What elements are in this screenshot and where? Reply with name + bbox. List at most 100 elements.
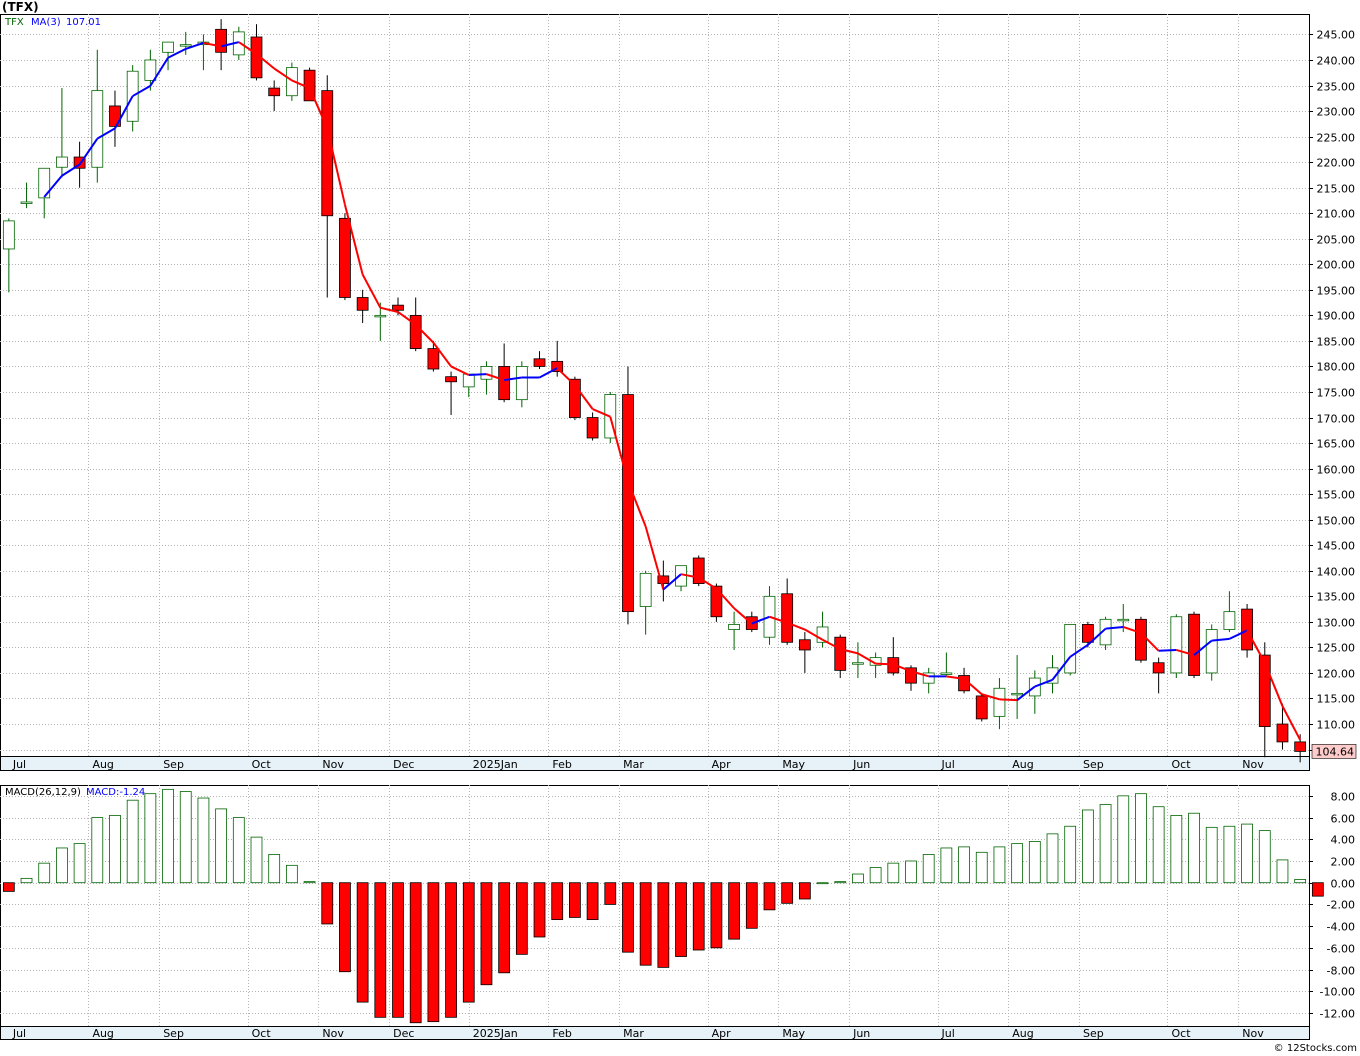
ma-line-segment bbox=[1246, 629, 1266, 664]
ma-line-segment bbox=[1211, 637, 1230, 642]
candle-body bbox=[1188, 613, 1200, 676]
price-x-tick-label: Dec bbox=[393, 758, 414, 771]
macd-bar bbox=[250, 836, 263, 884]
price-y-tick-label: 155.00 bbox=[1317, 489, 1356, 502]
macd-bar bbox=[551, 882, 564, 921]
macd-x-tick-label: Aug bbox=[92, 1027, 113, 1040]
ma-line-segment bbox=[132, 84, 151, 97]
ma-line-segment bbox=[680, 573, 699, 579]
candle-body bbox=[781, 593, 794, 643]
price-candle bbox=[1152, 657, 1165, 694]
macd-bar bbox=[38, 862, 51, 884]
candle-body bbox=[1170, 616, 1183, 674]
price-y-tick-label: 190.00 bbox=[1317, 310, 1356, 323]
chart-title: (TFX) bbox=[2, 0, 39, 14]
macd-bar bbox=[1188, 812, 1200, 884]
macd-bar bbox=[1223, 825, 1236, 884]
macd-bar bbox=[728, 882, 740, 940]
price-panel: 105.00110.00115.00120.00125.00130.00135.… bbox=[0, 14, 1357, 771]
candle-body bbox=[392, 304, 404, 311]
ma-line-segment bbox=[149, 57, 169, 87]
ma-line-segment bbox=[486, 373, 505, 382]
macd-bar bbox=[533, 882, 546, 938]
price-y-tick-label: 180.00 bbox=[1317, 361, 1356, 374]
candle-body bbox=[1135, 618, 1147, 661]
ma-line-segment bbox=[733, 607, 753, 625]
ma-line-segment bbox=[786, 621, 806, 631]
candle-body bbox=[515, 366, 528, 401]
ma-line-segment bbox=[308, 87, 329, 129]
candle-body bbox=[940, 672, 953, 675]
price-candle bbox=[586, 412, 599, 441]
macd-bar bbox=[1170, 814, 1183, 884]
price-y-tick-label: 160.00 bbox=[1317, 464, 1356, 477]
ma-line-segment bbox=[43, 175, 63, 198]
price-y-tick-label: 130.00 bbox=[1317, 617, 1356, 630]
candle-body bbox=[20, 201, 33, 204]
price-candle bbox=[798, 632, 811, 673]
price-candle bbox=[922, 667, 935, 694]
price-candle bbox=[834, 634, 847, 679]
ma-line-segment bbox=[78, 138, 99, 166]
macd-y-tick-label: 6.00 bbox=[1331, 813, 1356, 826]
last-price-box bbox=[1311, 744, 1357, 759]
candle-body bbox=[586, 417, 599, 439]
candle-body bbox=[1223, 611, 1236, 630]
price-candle bbox=[356, 289, 369, 324]
price-y-tick-label: 235.00 bbox=[1317, 81, 1356, 94]
candle-body bbox=[692, 557, 705, 584]
price-candle bbox=[692, 555, 705, 587]
price-candle bbox=[1099, 616, 1112, 650]
candle-body bbox=[1276, 723, 1289, 743]
price-candle bbox=[975, 693, 988, 722]
price-y-tick-label: 210.00 bbox=[1317, 208, 1356, 221]
macd-bar bbox=[1046, 833, 1059, 884]
macd-bar bbox=[1011, 843, 1024, 884]
macd-bar bbox=[639, 882, 652, 966]
macd-bar bbox=[356, 882, 369, 1003]
ma-line-segment bbox=[875, 662, 894, 666]
ma-line-segment bbox=[1158, 648, 1177, 652]
macd-y-tick-label: 8.00 bbox=[1331, 791, 1356, 804]
macd-bar bbox=[1099, 804, 1112, 884]
price-x-tick-label: Jul bbox=[941, 758, 955, 771]
candle-body bbox=[993, 687, 1006, 717]
candle-body bbox=[551, 360, 564, 372]
candle-body bbox=[480, 366, 493, 380]
price-candle bbox=[91, 49, 104, 183]
macd-bar bbox=[109, 814, 121, 884]
ma-line-segment bbox=[627, 481, 647, 527]
ma-line-segment bbox=[946, 675, 965, 680]
macd-bar bbox=[905, 860, 917, 884]
candle-body bbox=[356, 297, 369, 311]
price-y-tick-label: 120.00 bbox=[1317, 668, 1356, 681]
price-y-tick-label: 205.00 bbox=[1317, 234, 1356, 247]
ma-line-segment bbox=[1105, 625, 1124, 630]
ma-line-segment bbox=[592, 408, 611, 418]
price-x-tick-label: Sep bbox=[1083, 758, 1104, 771]
ma-line-segment bbox=[167, 48, 187, 59]
macd-bar bbox=[392, 882, 404, 1018]
macd-bar bbox=[993, 846, 1006, 884]
macd-x-tick-label: Nov bbox=[1242, 1027, 1264, 1040]
price-x-tick-label: Aug bbox=[92, 758, 113, 771]
price-y-tick-label: 140.00 bbox=[1317, 566, 1356, 579]
macd-panel: 8.00 6.00 4.00 2.00 0.00 -2.00 -4.00 -6.00 -8.00… bbox=[0, 785, 1355, 1040]
price-y-tick-label: 245.00 bbox=[1317, 29, 1356, 42]
macd-bar bbox=[303, 881, 316, 884]
ma-line-segment bbox=[450, 365, 470, 376]
macd-bar bbox=[922, 854, 935, 884]
candle-body bbox=[1294, 741, 1307, 752]
macd-bar bbox=[91, 817, 104, 884]
candle-body bbox=[1205, 629, 1218, 674]
macd-bar bbox=[1117, 795, 1130, 884]
candle-body bbox=[1152, 662, 1165, 674]
macd-bar bbox=[56, 847, 68, 884]
macd-bar bbox=[1082, 809, 1094, 884]
price-x-tick-label: Nov bbox=[322, 758, 344, 771]
macd-bar bbox=[692, 882, 705, 951]
price-candle bbox=[445, 371, 457, 415]
candle-body bbox=[162, 41, 174, 53]
price-candle bbox=[569, 376, 581, 421]
macd-bar bbox=[958, 846, 970, 884]
